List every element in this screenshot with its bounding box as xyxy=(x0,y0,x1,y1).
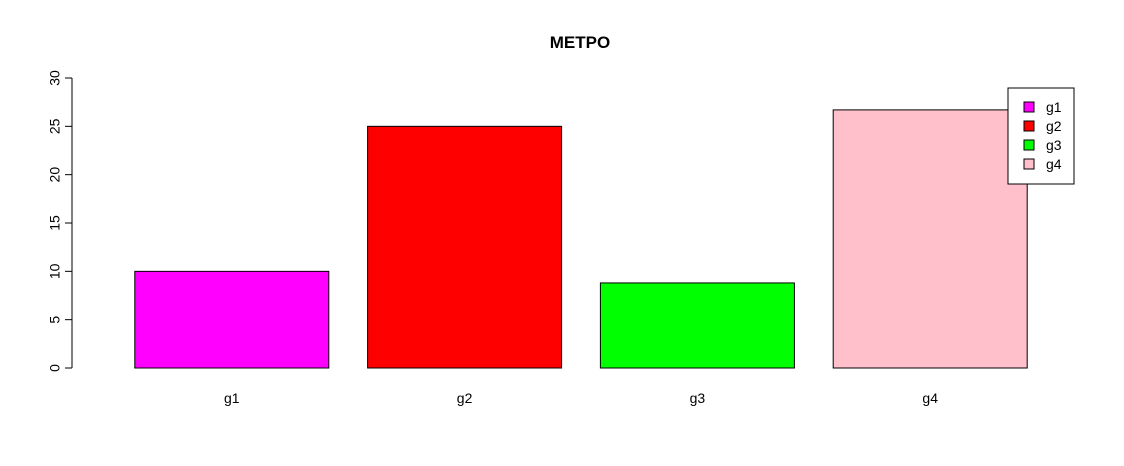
legend-label-g2: g2 xyxy=(1046,118,1062,134)
x-tick-labels: g1 g2 g3 g4 xyxy=(224,390,938,406)
y-tick-label: 30 xyxy=(47,70,63,86)
legend: g1 g2 g3 g4 xyxy=(1007,87,1075,185)
x-tick-label-g2: g2 xyxy=(457,390,473,406)
legend-swatch-g1 xyxy=(1023,101,1035,113)
y-tick-label: 15 xyxy=(47,215,63,231)
bar-g4 xyxy=(832,109,1028,369)
x-tick-label-g4: g4 xyxy=(922,390,938,406)
bar-g3 xyxy=(599,282,795,369)
chart-title: METPO xyxy=(550,33,610,52)
y-tick-label: 10 xyxy=(47,263,63,279)
x-tick-label-g1: g1 xyxy=(224,390,240,406)
bar-g1 xyxy=(134,270,330,369)
x-tick-label-g3: g3 xyxy=(690,390,706,406)
legend-swatch-g2 xyxy=(1023,120,1035,132)
y-tick-label: 5 xyxy=(47,316,63,324)
legend-label-g1: g1 xyxy=(1046,99,1062,115)
y-tick-label: 0 xyxy=(47,364,63,372)
legend-label-g3: g3 xyxy=(1046,137,1062,153)
legend-label-g4: g4 xyxy=(1046,156,1062,172)
bars-group xyxy=(134,109,1028,369)
y-axis: 0 5 10 15 20 25 30 xyxy=(47,70,73,372)
bar-g2 xyxy=(367,125,563,369)
y-tick-label: 20 xyxy=(47,167,63,183)
legend-box xyxy=(1007,87,1075,185)
legend-swatch-g4 xyxy=(1023,158,1035,170)
y-tick-label: 25 xyxy=(47,118,63,134)
legend-swatch-g3 xyxy=(1023,139,1035,151)
